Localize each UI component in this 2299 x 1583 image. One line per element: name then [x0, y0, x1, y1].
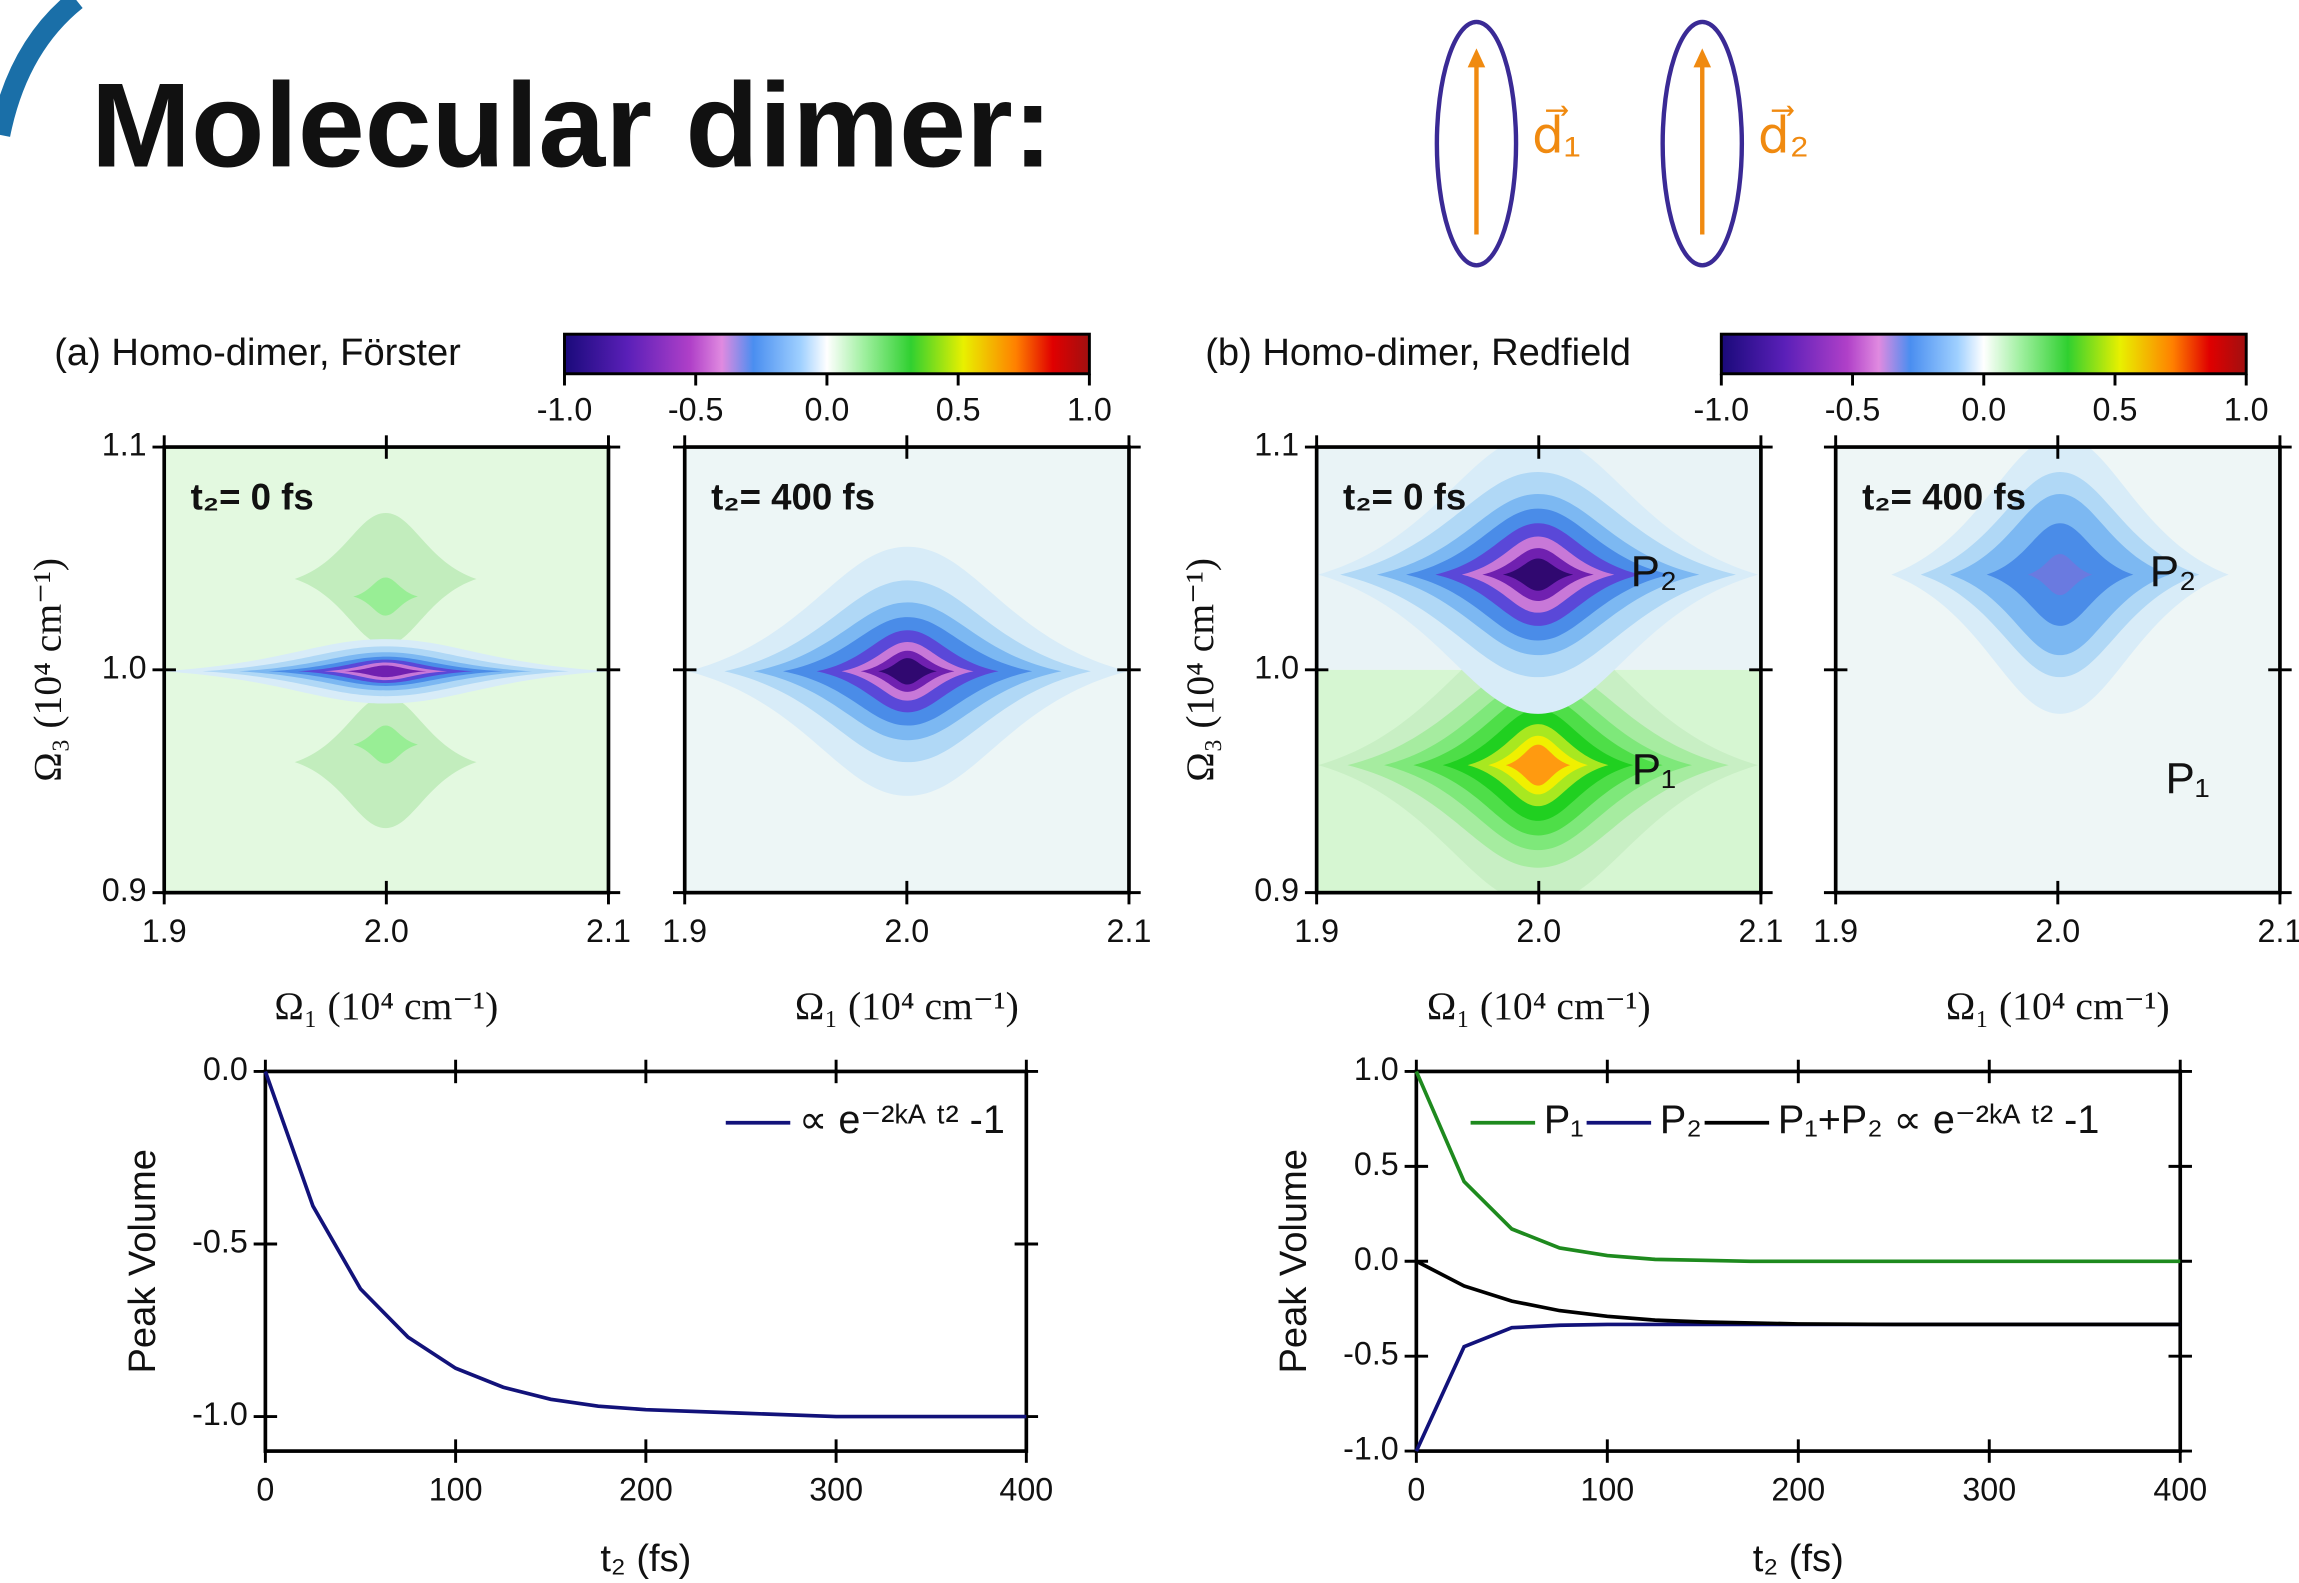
y-tick-label: 1.1	[102, 427, 147, 463]
x-tick-label: 400	[2153, 1472, 2207, 1508]
y-tick-label: -0.5	[1343, 1336, 1399, 1372]
x-tick-label: 2.1	[586, 913, 631, 949]
x-tick-label: 2.1	[2258, 913, 2299, 949]
dipole-label: d⃗₁	[1532, 105, 1580, 163]
y-tick-label: -0.5	[192, 1224, 248, 1260]
panel-annotation: t₂= 400 fs	[711, 476, 875, 517]
colorbar-tick-label: 0.0	[1961, 391, 2006, 427]
peak-label: P₁	[2165, 754, 2209, 803]
legend-label: ∝ e⁻²ᵏᴬ ᵗ² -1	[799, 1098, 1005, 1142]
contour-level	[878, 658, 937, 685]
x-tick-label: 200	[1771, 1472, 1825, 1508]
series-line	[1414, 1070, 2181, 1264]
series-line	[263, 1070, 1027, 1419]
x-axis-label: t₂ (fs)	[600, 1538, 691, 1580]
contour-field	[1316, 447, 1761, 893]
legend-label: P₁	[1544, 1098, 1584, 1142]
y-tick-label: -1.0	[192, 1396, 248, 1432]
colorbar-tick-label: -0.5	[1825, 391, 1881, 427]
x-tick-label: 300	[809, 1472, 863, 1508]
legend-label: P₂	[1660, 1098, 1702, 1142]
x-tick-label: 2.0	[2035, 913, 2080, 949]
y-tick-label: 0.0	[1354, 1241, 1399, 1277]
panel-annotation: t₂= 0 fs	[191, 476, 314, 517]
y-axis-label: Peak Volume	[1273, 1149, 1315, 1374]
x-tick-label: 100	[1580, 1472, 1634, 1508]
colorbar-tick-label: 0.5	[2093, 391, 2138, 427]
y-tick-label: 1.0	[1254, 649, 1299, 685]
x-tick-label: 200	[619, 1472, 673, 1508]
y-axis-label: Peak Volume	[122, 1149, 164, 1374]
panel-title: (a) Homo-dimer, Förster	[54, 332, 461, 374]
colorbar-tick-label: -1.0	[537, 391, 593, 427]
x-axis-label: Ω₁ (10⁴ cm⁻¹)	[274, 984, 498, 1028]
x-tick-label: 1.9	[1813, 913, 1858, 949]
x-tick-label: 1.9	[662, 913, 707, 949]
y-tick-label: 1.0	[102, 649, 147, 685]
x-tick-label: 2.1	[1738, 913, 1783, 949]
panel-title: (b) Homo-dimer, Redfield	[1205, 332, 1631, 374]
x-axis-label: Ω₁ (10⁴ cm⁻¹)	[1427, 984, 1651, 1028]
x-tick-label: 400	[999, 1472, 1053, 1508]
peak-label: P₁	[1632, 745, 1676, 794]
x-axis-label: Ω₁ (10⁴ cm⁻¹)	[795, 984, 1019, 1028]
colorbar	[1719, 332, 2248, 376]
contour-level	[1502, 558, 1574, 591]
x-tick-label: 2.0	[884, 913, 929, 949]
dimer-diagram: d⃗₁ d⃗₂	[1434, 19, 1809, 268]
colorbar-tick-label: 1.0	[2224, 391, 2269, 427]
colorbar-tick-label: -0.5	[668, 391, 724, 427]
colorbar-tick-label: 1.0	[1067, 391, 1112, 427]
contour-level	[344, 665, 427, 678]
contour-field	[684, 447, 1129, 893]
x-axis-label: t₂ (fs)	[1753, 1538, 1844, 1580]
contour-field	[164, 447, 609, 893]
colorbar-tick-label: -1.0	[1694, 391, 1750, 427]
x-tick-label: 2.0	[364, 913, 409, 949]
y-tick-label: 1.0	[1354, 1051, 1399, 1087]
contour-level	[2027, 554, 2093, 596]
x-tick-label: 100	[429, 1472, 483, 1508]
x-tick-label: 0	[1407, 1472, 1425, 1508]
contour-level	[1505, 744, 1571, 786]
y-tick-label: -1.0	[1343, 1431, 1399, 1467]
legend-label: P₁+P₂ ∝ e⁻²ᵏᴬ ᵗ² -1	[1778, 1098, 2099, 1142]
corner-arc	[0, 0, 83, 137]
x-tick-label: 0	[256, 1472, 274, 1508]
x-tick-label: 2.0	[1516, 913, 1561, 949]
dipole-label: d⃗₂	[1758, 105, 1809, 163]
x-tick-label: 2.1	[1107, 913, 1152, 949]
contour-level	[353, 725, 418, 764]
contour-level	[353, 577, 418, 616]
arrow-head	[1693, 48, 1712, 68]
x-axis-label: Ω₁ (10⁴ cm⁻¹)	[1946, 984, 2170, 1028]
y-tick-label: 1.1	[1254, 427, 1299, 463]
colorbar	[563, 332, 1091, 376]
arrow-head	[1467, 48, 1486, 68]
x-tick-label: 300	[1962, 1472, 2016, 1508]
peak-label: P₂	[1631, 547, 1677, 596]
y-tick-label: 0.0	[203, 1051, 248, 1087]
y-tick-label: 0.9	[102, 872, 147, 908]
contour-field	[1835, 447, 2280, 893]
y-tick-label: 0.9	[1254, 872, 1299, 908]
colorbar-tick-label: 0.5	[936, 391, 981, 427]
series-line	[1415, 1259, 2181, 1327]
colorbar-tick-label: 0.0	[805, 391, 850, 427]
x-tick-label: 1.9	[142, 913, 187, 949]
molecule	[1434, 19, 1519, 268]
y-tick-label: 0.5	[1354, 1146, 1399, 1182]
peak-label: P₂	[2150, 547, 2196, 596]
y-axis-label: Ω₃ (10⁴ cm⁻¹)	[1178, 558, 1222, 782]
y-axis-label: Ω₃ (10⁴ cm⁻¹)	[25, 558, 69, 782]
series-line	[1414, 1322, 2181, 1452]
panel-annotation: t₂= 400 fs	[1862, 476, 2026, 517]
panel-annotation: t₂= 0 fs	[1343, 476, 1466, 517]
slide-title: Molecular dimer:	[91, 59, 1053, 193]
x-tick-label: 1.9	[1294, 913, 1339, 949]
molecule	[1660, 19, 1745, 268]
